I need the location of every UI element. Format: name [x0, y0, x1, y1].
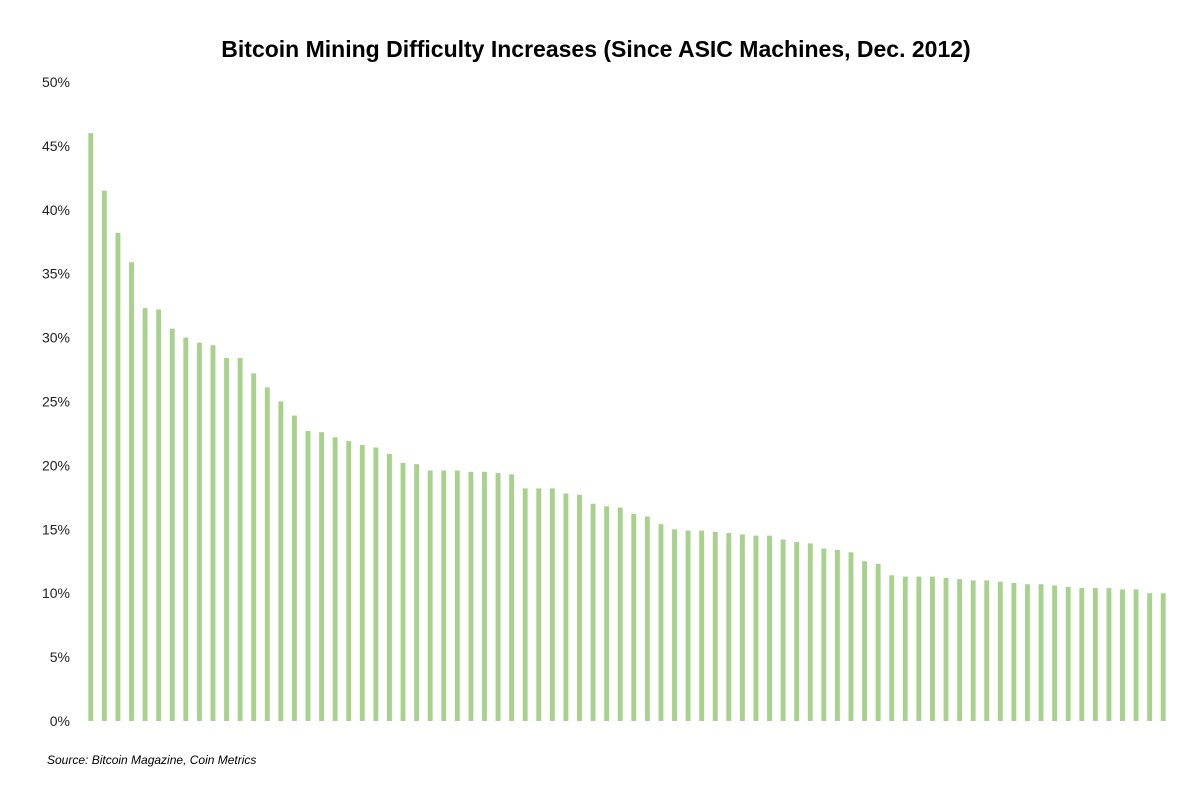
bar [902, 576, 908, 721]
bar [373, 447, 379, 721]
bar [672, 529, 677, 721]
bar [224, 358, 229, 721]
bar [1147, 593, 1153, 721]
bar [1038, 584, 1044, 721]
bar [563, 493, 569, 721]
bar [699, 530, 705, 721]
bar [929, 576, 935, 721]
bar [1065, 586, 1071, 721]
bar [441, 470, 447, 721]
bar [196, 342, 202, 721]
bar [957, 579, 963, 721]
bar [767, 535, 772, 721]
bar [794, 542, 800, 721]
bar [359, 444, 365, 721]
y-axis: 0% 5% 10% 15% 20% 25% 30% 35% 40% 45% 50% [42, 74, 70, 729]
bar [454, 470, 460, 721]
bar [658, 524, 664, 721]
y-tick-label: 35% [42, 266, 70, 282]
bar [237, 358, 243, 721]
bar [1092, 588, 1098, 721]
y-tick-label: 15% [42, 521, 70, 537]
bar [807, 543, 813, 721]
y-tick-label: 5% [50, 649, 70, 665]
bar [1106, 588, 1112, 721]
bar [156, 309, 162, 721]
bar [169, 328, 175, 721]
bar [1011, 582, 1017, 721]
bar [101, 190, 107, 721]
bar [875, 563, 881, 721]
bar [1052, 585, 1058, 721]
bar [468, 471, 474, 721]
bar [414, 464, 420, 721]
bar [970, 580, 976, 721]
bar [129, 262, 134, 721]
bar [916, 576, 922, 721]
bar [332, 437, 338, 721]
y-tick-label: 30% [42, 330, 70, 346]
bar [577, 494, 582, 721]
bar [848, 552, 854, 721]
bar [278, 401, 284, 721]
bar [644, 516, 650, 721]
bars [88, 133, 1166, 722]
y-tick-label: 50% [42, 74, 70, 90]
bar [821, 548, 827, 721]
bar [739, 534, 745, 721]
bar [346, 441, 352, 721]
bar [1079, 588, 1085, 721]
bar [305, 430, 311, 721]
bar [685, 530, 691, 721]
bar [115, 232, 121, 722]
bar [251, 373, 257, 721]
bar [712, 531, 718, 721]
bar [495, 473, 501, 721]
bar [522, 488, 528, 721]
bar [834, 549, 840, 721]
bar [319, 432, 325, 721]
y-tick-label: 0% [50, 713, 70, 729]
chart-title: Bitcoin Mining Difficulty Increases (Sin… [221, 36, 971, 62]
bar [1120, 589, 1125, 721]
y-tick-label: 25% [42, 394, 70, 410]
bar [88, 133, 94, 721]
bar [386, 453, 392, 721]
bar [427, 470, 433, 721]
y-tick-label: 40% [42, 202, 70, 218]
bar [1025, 584, 1030, 721]
bar [997, 581, 1003, 721]
bar [264, 387, 270, 721]
y-tick-label: 10% [42, 585, 70, 601]
bar [509, 474, 515, 721]
bar [210, 345, 216, 721]
bar [536, 488, 542, 721]
y-tick-label: 20% [42, 457, 70, 473]
bar [1160, 593, 1166, 721]
bar [604, 506, 610, 721]
bar [590, 503, 596, 721]
source-note: Source: Bitcoin Magazine, Coin Metrics [47, 753, 257, 767]
bar [183, 337, 189, 721]
bar [482, 471, 487, 721]
bar [753, 535, 759, 721]
bar [984, 580, 990, 721]
bar [631, 513, 637, 721]
bar [142, 308, 148, 721]
bar [1133, 589, 1139, 721]
bar [780, 539, 786, 721]
bar [617, 507, 623, 721]
bar [862, 561, 868, 721]
bar [726, 533, 732, 721]
bar [943, 577, 949, 721]
bar [889, 575, 895, 721]
bar [291, 415, 297, 721]
bar [400, 462, 406, 721]
y-tick-label: 45% [42, 138, 70, 154]
bar [549, 488, 555, 721]
